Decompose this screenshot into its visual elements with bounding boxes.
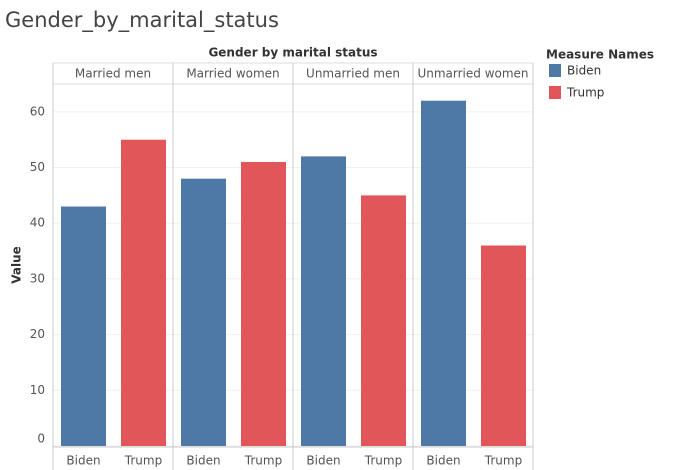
panel-header: Married women — [186, 67, 279, 81]
y-tick-label: 0 — [37, 432, 45, 446]
panel-header: Unmarried men — [306, 67, 400, 81]
y-tick-label: 60 — [30, 104, 45, 118]
bar — [481, 245, 526, 446]
x-tick-label: Biden — [66, 454, 100, 468]
bar — [421, 100, 466, 446]
legend-swatch — [549, 86, 561, 99]
bar — [61, 206, 106, 446]
y-tick-label: 30 — [30, 271, 45, 285]
bar — [121, 139, 166, 446]
panel-header: Married men — [75, 67, 151, 81]
legend-swatch — [549, 64, 561, 77]
y-tick-label: 50 — [30, 160, 45, 174]
legend-label: Trump — [566, 86, 604, 100]
bar — [241, 161, 286, 446]
x-tick-label: Trump — [244, 454, 282, 468]
x-tick-label: Biden — [306, 454, 340, 468]
x-tick-label: Biden — [426, 454, 460, 468]
y-tick-label: 10 — [30, 383, 45, 397]
x-tick-label: Trump — [124, 454, 162, 468]
x-tick-label: Trump — [364, 454, 402, 468]
legend-title: Measure Names — [546, 48, 654, 62]
y-axis-label: Value — [10, 246, 24, 284]
y-tick-label: 40 — [30, 216, 45, 230]
x-tick-label: Biden — [186, 454, 220, 468]
bar — [301, 156, 346, 446]
legend-label: Biden — [567, 64, 601, 78]
x-tick-label: Trump — [484, 454, 522, 468]
bar — [181, 178, 226, 446]
bar — [361, 195, 406, 446]
chart-title: Gender by marital status — [208, 46, 377, 60]
y-tick-label: 20 — [30, 327, 45, 341]
page-title: Gender_by_marital_status — [5, 8, 279, 33]
panel-header: Unmarried women — [417, 67, 528, 81]
